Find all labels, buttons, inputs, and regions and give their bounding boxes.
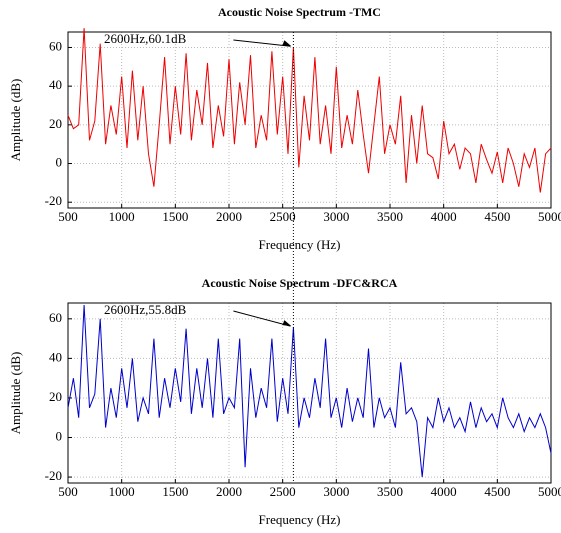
x-tick-label: 5000 xyxy=(538,484,561,499)
plot-frame xyxy=(67,302,552,484)
x-tick-label: 1000 xyxy=(109,209,135,224)
y-axis-label: Amplitude (dB) xyxy=(8,352,23,435)
x-tick-label: 4000 xyxy=(431,484,457,499)
x-tick-label: 1000 xyxy=(109,484,135,499)
annotation-text: 2600Hz,55.8dB xyxy=(104,302,187,317)
y-tick-label: -20 xyxy=(45,193,62,208)
chart-title: Acoustic Noise Spectrum -TMC xyxy=(218,5,381,19)
x-tick-label: 4500 xyxy=(484,209,510,224)
x-tick-label: 3500 xyxy=(377,209,403,224)
y-tick-label: 60 xyxy=(49,38,62,53)
y-tick-label: 0 xyxy=(56,155,63,170)
y-tick-label: -20 xyxy=(45,468,62,483)
chart-title: Acoustic Noise Spectrum -DFC&RCA xyxy=(202,276,398,290)
y-tick-label: 40 xyxy=(49,77,62,92)
x-tick-label: 4000 xyxy=(431,209,457,224)
x-tick-label: 2500 xyxy=(270,484,296,499)
annotation-arrow xyxy=(233,39,291,47)
x-tick-label: 500 xyxy=(58,209,78,224)
x-tick-label: 1500 xyxy=(162,209,188,224)
x-tick-label: 2000 xyxy=(216,484,242,499)
y-tick-label: 0 xyxy=(56,428,63,443)
arrow-head xyxy=(282,320,292,327)
x-tick-label: 500 xyxy=(58,484,78,499)
annotation-text: 2600Hz,60.1dB xyxy=(104,31,187,46)
x-tick-label: 3000 xyxy=(323,209,349,224)
x-tick-label: 2500 xyxy=(270,209,296,224)
x-axis-label: Frequency (Hz) xyxy=(259,512,341,527)
y-tick-label: 40 xyxy=(49,349,62,364)
x-tick-label: 3000 xyxy=(323,484,349,499)
x-tick-label: 2000 xyxy=(216,209,242,224)
spectrum-line xyxy=(67,28,552,193)
plot-frame xyxy=(67,31,552,209)
x-tick-label: 5000 xyxy=(538,209,561,224)
x-tick-label: 3500 xyxy=(377,484,403,499)
y-tick-label: 20 xyxy=(49,389,62,404)
y-tick-label: 20 xyxy=(49,116,62,131)
y-tick-label: 60 xyxy=(49,310,62,325)
arrow-head xyxy=(282,40,292,47)
x-axis-label: Frequency (Hz) xyxy=(259,237,341,252)
y-axis-label: Amplitude (dB) xyxy=(8,79,23,162)
x-tick-label: 4500 xyxy=(484,484,510,499)
annotation-arrow xyxy=(233,310,291,327)
x-tick-label: 1500 xyxy=(162,484,188,499)
spectrum-line xyxy=(67,304,552,478)
